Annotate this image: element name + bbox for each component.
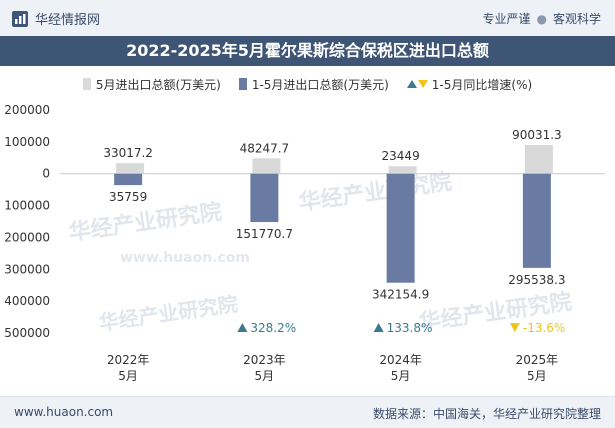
x-tick-label: 2025年 (516, 353, 559, 367)
x-tick-label: 5月 (118, 369, 138, 383)
x-tick-label: 5月 (391, 369, 411, 383)
growth-triangle-up (373, 323, 384, 332)
chart-legend: 5月进出口总额(万美元) 1-5月进出口总额(万美元) 1-5月同比增速(%) (0, 74, 615, 94)
bar-monthly (524, 145, 553, 174)
slogan-separator: ● (536, 11, 547, 26)
watermark-text: 华经产业研究院 (297, 169, 453, 216)
x-tick-label: 2024年 (379, 353, 422, 367)
y-tick-label: 200000 (4, 103, 50, 117)
brand[interactable]: 华经情报网 (12, 9, 100, 28)
data-label-monthly: 33017.2 (103, 146, 153, 160)
growth-triangle-up (237, 323, 248, 332)
legend-item-monthly[interactable]: 5月进出口总额(万美元) (82, 76, 221, 93)
triangle-up-icon (406, 80, 417, 88)
data-label-cumulative: 35759 (109, 190, 147, 204)
y-tick-label: 300000 (4, 262, 50, 276)
top-bar: 华经情报网 专业严谨 ● 客观科学 (0, 0, 615, 37)
data-label-cumulative: 151770.7 (236, 227, 293, 241)
legend-label-monthly: 5月进出口总额(万美元) (95, 77, 221, 92)
y-tick-label: 100000 (4, 135, 50, 149)
x-tick-label: 5月 (255, 369, 275, 383)
legend-swatch-monthly (82, 78, 91, 90)
triangle-down-icon (417, 80, 428, 88)
x-tick-label: 2022年 (107, 353, 150, 367)
data-label-monthly: 90031.3 (512, 128, 562, 142)
watermark-text: 华经产业研究院 (97, 292, 239, 335)
bar-cumulative (522, 173, 551, 268)
growth-triangle-down (509, 323, 520, 332)
legend-item-growth[interactable]: 1-5月同比增速(%) (406, 76, 533, 93)
slogan-left: 专业严谨 (482, 12, 531, 26)
brand-name: 华经情报网 (35, 13, 101, 28)
growth-label: 328.2% (250, 321, 296, 335)
bar-monthly (252, 158, 281, 174)
watermark-text: 华经产业研究院 (67, 199, 223, 246)
bar-monthly (388, 166, 417, 174)
y-tick-label: 500000 (4, 326, 50, 340)
growth-label: -13.6% (523, 321, 565, 335)
y-tick-label: 0 (42, 167, 50, 181)
bar-cumulative (114, 173, 143, 186)
brand-logo-icon (12, 10, 28, 27)
legend-label-cumulative: 1-5月进出口总额(万美元) (251, 77, 389, 92)
x-tick-label: 5月 (527, 369, 547, 383)
data-label-cumulative: 295538.3 (508, 273, 565, 287)
bar-monthly (116, 163, 145, 174)
slogan: 专业严谨 ● 客观科学 (482, 10, 601, 27)
chart-title: 2022-2025年5月霍尔果斯综合保税区进出口总额 (0, 36, 615, 66)
legend-item-cumulative[interactable]: 1-5月进出口总额(万美元) (238, 76, 389, 93)
watermark-url: www.huaon.com (120, 250, 250, 266)
footer-site[interactable]: www.huaon.com (14, 405, 114, 419)
data-label-monthly: 48247.7 (240, 141, 290, 155)
x-tick-label: 2023年 (243, 353, 286, 367)
growth-label: 133.8% (387, 321, 433, 335)
footer: www.huaon.com 数据来源：中国海关，华经产业研究院整理 (0, 396, 615, 428)
footer-source: 数据来源：中国海关，华经产业研究院整理 (372, 407, 601, 421)
bar-cumulative (250, 173, 279, 223)
legend-label-growth: 1-5月同比增速(%) (431, 77, 533, 92)
y-tick-label: 400000 (4, 294, 50, 308)
data-label-cumulative: 342154.9 (372, 288, 429, 302)
legend-swatch-cumulative (238, 78, 247, 90)
bar-cumulative (386, 173, 415, 283)
data-label-monthly: 23449 (382, 149, 420, 163)
y-tick-label: 100000 (4, 199, 50, 213)
chart-plot: 华经产业研究院华经产业研究院华经产业研究院华经产业研究院www.huaon.co… (4, 103, 605, 383)
slogan-right: 客观科学 (552, 12, 601, 26)
y-tick-label: 200000 (4, 230, 50, 244)
